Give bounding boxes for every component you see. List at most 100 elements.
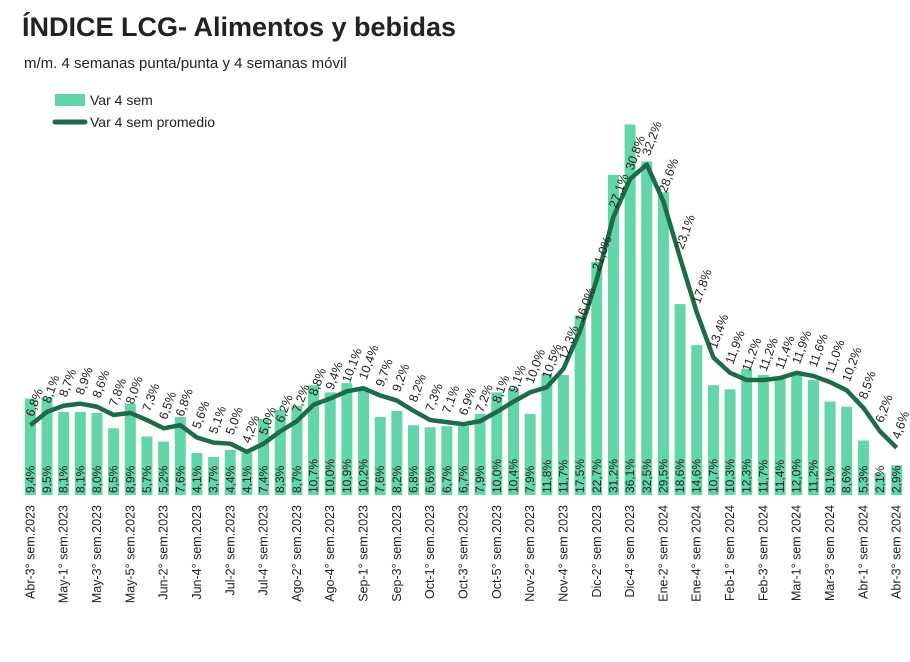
bar-value-label: 10,3%	[723, 459, 737, 493]
x-tick-label: Ene-2° sem 2024	[656, 505, 670, 602]
bar-value-label: 8,3%	[273, 465, 287, 493]
bar-value-label: 36,1%	[623, 459, 637, 493]
bar-value-label: 10,0%	[490, 459, 504, 493]
bar-value-label: 3,7%	[207, 465, 221, 493]
bar-value-label: 4,4%	[223, 465, 237, 493]
bar	[824, 401, 836, 495]
bar	[274, 409, 286, 495]
bar	[91, 412, 103, 495]
bar	[524, 413, 536, 495]
bar-value-label: 18,6%	[673, 459, 687, 493]
x-tick-label: Dic-2° sem 2023	[590, 505, 604, 598]
bar-value-label: 12,3%	[740, 459, 754, 493]
bar-value-label: 10,7%	[706, 459, 720, 493]
bar-value-label: 5,3%	[856, 465, 870, 493]
bar-value-label: 6,7%	[457, 465, 471, 493]
legend-swatch	[55, 94, 85, 106]
x-tick-label: Mar-1° sem 2024	[790, 505, 804, 601]
bar-value-label: 7,9%	[473, 465, 487, 493]
line-value-label: 23,1%	[673, 213, 698, 251]
bar-value-label: 10,9%	[340, 459, 354, 493]
bar	[674, 304, 686, 495]
legend-label: Var 4 sem promedio	[90, 114, 215, 130]
bar	[174, 417, 186, 495]
x-tick-label: Oct-3° sem.2023	[457, 505, 471, 599]
bar	[358, 390, 370, 495]
line-value-label: 4,6%	[889, 409, 910, 441]
bar-value-label: 4,1%	[240, 465, 254, 493]
line-value-label: 6,2%	[873, 393, 896, 425]
bar	[258, 419, 270, 495]
bar	[591, 262, 603, 495]
bar	[874, 473, 886, 495]
bar-value-label: 11,2%	[806, 460, 820, 493]
x-tick-label: Oct-5° sem.2023	[490, 505, 504, 599]
line	[28, 162, 899, 455]
bar	[241, 452, 253, 495]
bar	[24, 398, 36, 495]
bar	[224, 449, 236, 495]
bar-value-label: 12,0%	[790, 459, 804, 493]
chart-subtitle: m/m. 4 semanas punta/punta y 4 semanas m…	[24, 55, 347, 72]
bar	[707, 385, 719, 495]
bar-value-label: 7,4%	[257, 465, 271, 493]
bar	[424, 427, 436, 495]
x-tick-label: Jul-2° sem.2023	[223, 505, 237, 596]
bar-value-label: 6,5%	[107, 465, 121, 493]
bar	[741, 368, 753, 495]
bar-value-label: 10,4%	[506, 459, 520, 493]
bar	[141, 436, 153, 495]
bar	[324, 392, 336, 495]
line-value-label: 8,5%	[856, 369, 879, 401]
bar	[774, 378, 786, 495]
x-tick-label: Mar-3° sem 2024	[823, 505, 837, 601]
bar	[841, 406, 853, 495]
bar	[408, 425, 420, 495]
bar-value-label: 2,9%	[890, 465, 904, 493]
bar-value-label: 8,2%	[390, 465, 404, 493]
bar-value-label: 7,9%	[523, 465, 537, 493]
bar-value-label: 11,7%	[556, 460, 570, 493]
x-tick-label: Ene-4° sem 2024	[690, 505, 704, 602]
x-tick-label: Sep-3° sem.2023	[390, 505, 404, 602]
bar	[574, 315, 586, 495]
bar	[341, 383, 353, 495]
bar	[458, 426, 469, 495]
bar	[124, 403, 136, 495]
bar	[291, 405, 303, 495]
bar	[541, 373, 553, 495]
bar-value-label: 11,4%	[773, 460, 787, 493]
bar-value-label: 11,8%	[540, 460, 554, 493]
bar-value-label: 10,0%	[323, 459, 337, 493]
x-tick-label: Ago-2° sem.2023	[290, 505, 304, 602]
bar	[607, 174, 619, 495]
x-tick-label: Abr-3° sem.2023	[23, 505, 37, 599]
bar-value-label: 7,6%	[373, 465, 387, 493]
bar-value-label: 9,5%	[40, 465, 54, 493]
x-tick-label: Feb-1° sem 2024	[723, 505, 737, 601]
bar-value-label: 7,6%	[173, 465, 187, 493]
x-tick-label: Nov-2° sem 2023	[523, 505, 537, 602]
line-value-label: 6,8%	[173, 387, 196, 419]
bar	[507, 388, 519, 495]
bar-value-label: 9,4%	[23, 465, 37, 493]
bar	[41, 397, 53, 495]
bar	[857, 440, 869, 495]
bar	[58, 411, 70, 495]
bar-value-label: 5,2%	[157, 465, 171, 493]
x-tick-label: Nov-4° sem 2023	[556, 505, 570, 602]
bar	[724, 389, 736, 495]
bar	[641, 161, 653, 495]
x-tick-label: Feb-3° sem 2024	[756, 505, 770, 601]
bar-value-label: 8,6%	[840, 465, 854, 493]
bar-value-label: 6,7%	[440, 465, 454, 493]
bar	[757, 374, 769, 495]
bar-value-label: 10,7%	[307, 459, 321, 493]
bar-value-label: 22,7%	[590, 459, 604, 493]
bar-value-label: 14,6%	[690, 459, 704, 493]
x-tick-label: May-5° sem.2023	[123, 505, 137, 603]
bar-value-label: 8,0%	[90, 465, 104, 493]
bar-value-label: 5,7%	[140, 465, 154, 493]
bar	[108, 428, 120, 495]
